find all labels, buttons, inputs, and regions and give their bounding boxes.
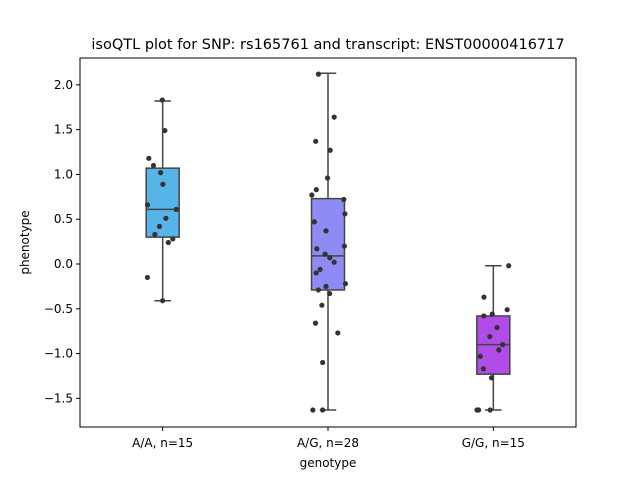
data-point (310, 407, 316, 413)
data-point (160, 298, 166, 304)
y-tick-label: −0.5 (44, 302, 73, 316)
data-point (320, 407, 326, 413)
data-point (487, 333, 493, 340)
data-point (312, 320, 319, 326)
data-point (163, 215, 169, 221)
data-point (480, 366, 486, 372)
y-tick-label: −1.0 (44, 347, 73, 361)
data-point (496, 347, 502, 353)
data-point (319, 302, 325, 308)
box-group (310, 72, 346, 411)
data-point (327, 290, 333, 297)
data-point (324, 175, 331, 181)
data-point (146, 155, 152, 161)
data-point (311, 219, 317, 225)
data-point (160, 181, 166, 187)
data-point (323, 228, 329, 234)
data-point (173, 206, 179, 212)
x-tick-label: G/G, n=15 (462, 436, 525, 450)
data-point (144, 202, 151, 208)
axes-frame (79, 57, 577, 428)
data-point (341, 196, 347, 203)
y-tick-label: 2.0 (54, 78, 73, 92)
data-point (144, 274, 151, 281)
data-point (317, 266, 323, 272)
data-point (159, 97, 165, 103)
box-group (476, 265, 511, 411)
data-point (341, 243, 348, 249)
chart-title: isoQTL plot for SNP: rs165761 and transc… (91, 37, 564, 53)
data-point (489, 311, 495, 317)
data-point (309, 192, 315, 198)
data-point (474, 407, 480, 413)
data-point (331, 259, 337, 265)
data-point (477, 353, 483, 359)
data-point (327, 147, 333, 153)
data-point (487, 407, 493, 413)
data-point (152, 231, 158, 238)
box-iqr (310, 197, 346, 291)
data-point (342, 281, 349, 287)
data-point (320, 359, 326, 366)
y-axis-label: phenotype (18, 210, 32, 274)
data-point (327, 255, 333, 261)
data-point (162, 127, 168, 134)
data-point (165, 239, 171, 246)
data-point (335, 330, 341, 336)
y-tick-label: 1.5 (54, 123, 73, 137)
box-group (145, 100, 180, 302)
data-point (315, 71, 322, 77)
y-tick-label: 0.0 (54, 257, 73, 271)
data-point (150, 162, 157, 169)
data-point (313, 270, 319, 276)
data-point (342, 211, 348, 217)
y-tick-label: 1.0 (54, 167, 73, 181)
data-point (170, 236, 176, 242)
data-point (313, 187, 319, 193)
data-point (323, 283, 329, 289)
data-point (500, 342, 506, 348)
y-tick-label: 0.5 (54, 212, 73, 226)
data-point (481, 294, 487, 300)
data-point (156, 223, 163, 229)
data-point (315, 287, 321, 293)
data-point (506, 263, 512, 269)
data-point (313, 138, 319, 144)
data-point (504, 307, 510, 313)
x-tick-label: A/G, n=28 (297, 436, 359, 450)
data-point (488, 375, 495, 381)
data-point (481, 313, 487, 319)
data-point (331, 114, 337, 120)
plot-area: −1.5 −1.0 −0.5 0.0 0.5 1.0 1.5 2.0 A/A, n=15 A/G,… (44, 71, 525, 450)
y-tick-label: −1.5 (44, 391, 73, 405)
box-iqr (145, 167, 180, 238)
data-point (494, 324, 500, 331)
data-point (158, 170, 164, 176)
x-tick-label: A/A, n=15 (132, 436, 193, 450)
data-point (322, 251, 328, 257)
data-point (314, 246, 320, 252)
x-axis-label: genotype (300, 456, 357, 470)
